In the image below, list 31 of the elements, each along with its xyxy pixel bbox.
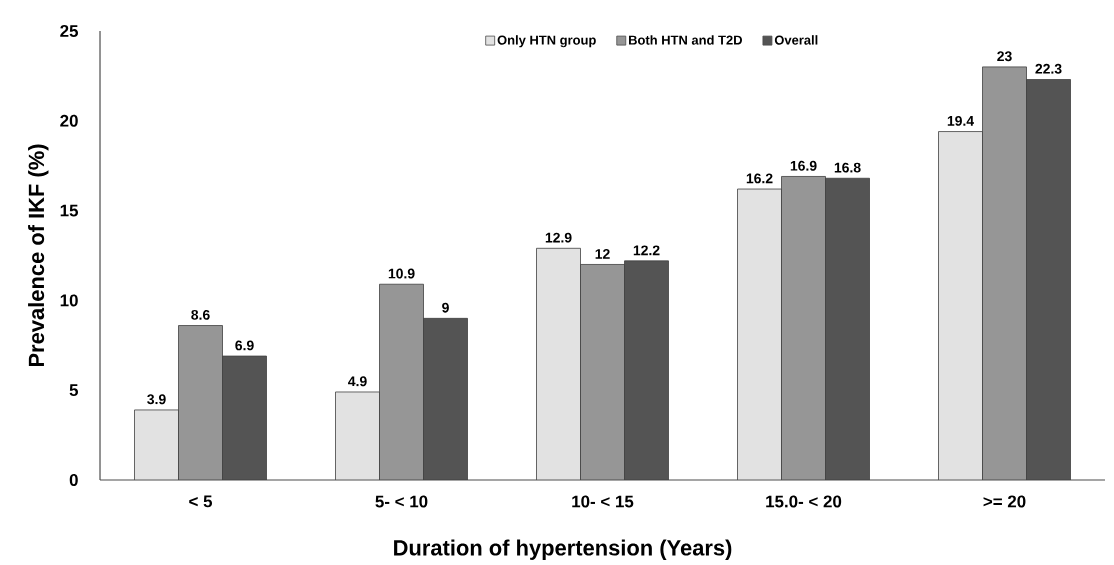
legend-label: Only HTN group (497, 35, 596, 48)
data-label: 12.2 (633, 245, 660, 256)
data-label: 4.9 (348, 376, 367, 387)
legend-label: Both HTN and T2D (629, 35, 742, 45)
y-tick-label: 20 (60, 114, 78, 127)
x-axis-title: Duration of hypertension (Years) (394, 539, 732, 560)
data-label: 12 (595, 248, 610, 259)
x-tick-label: 15.0- < 20 (766, 495, 842, 508)
x-tick-label: >= 20 (983, 495, 1026, 508)
data-label: 16.9 (790, 160, 817, 171)
data-label: 8.6 (191, 309, 210, 320)
y-tick-label: 5 (69, 384, 79, 397)
y-tick-label: 15 (60, 204, 79, 217)
data-label: 12.9 (545, 232, 572, 243)
data-label: 16.8 (834, 162, 861, 173)
data-label: 10.9 (388, 268, 415, 279)
x-tick-label: 5- < 10 (375, 495, 428, 508)
data-label: 23 (997, 51, 1012, 62)
x-tick-label: 10- < 15 (572, 495, 634, 508)
legend-label: Overall (774, 35, 818, 45)
data-label: 19.4 (947, 115, 974, 126)
y-tick-label: 0 (69, 473, 78, 486)
data-label: 6.9 (235, 340, 254, 351)
y-tick-label: 25 (60, 24, 79, 37)
data-label: 22.3 (1035, 63, 1062, 74)
data-label: 16.2 (746, 173, 773, 184)
data-label: 9 (442, 302, 449, 313)
x-tick-label: < 5 (189, 495, 213, 508)
y-axis-title: Prevalence of IKF (%) (28, 144, 49, 367)
y-tick-label: 10 (60, 294, 78, 307)
data-label: 3.9 (147, 394, 166, 405)
